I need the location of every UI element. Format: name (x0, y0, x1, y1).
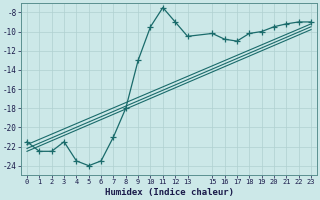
X-axis label: Humidex (Indice chaleur): Humidex (Indice chaleur) (105, 188, 234, 197)
